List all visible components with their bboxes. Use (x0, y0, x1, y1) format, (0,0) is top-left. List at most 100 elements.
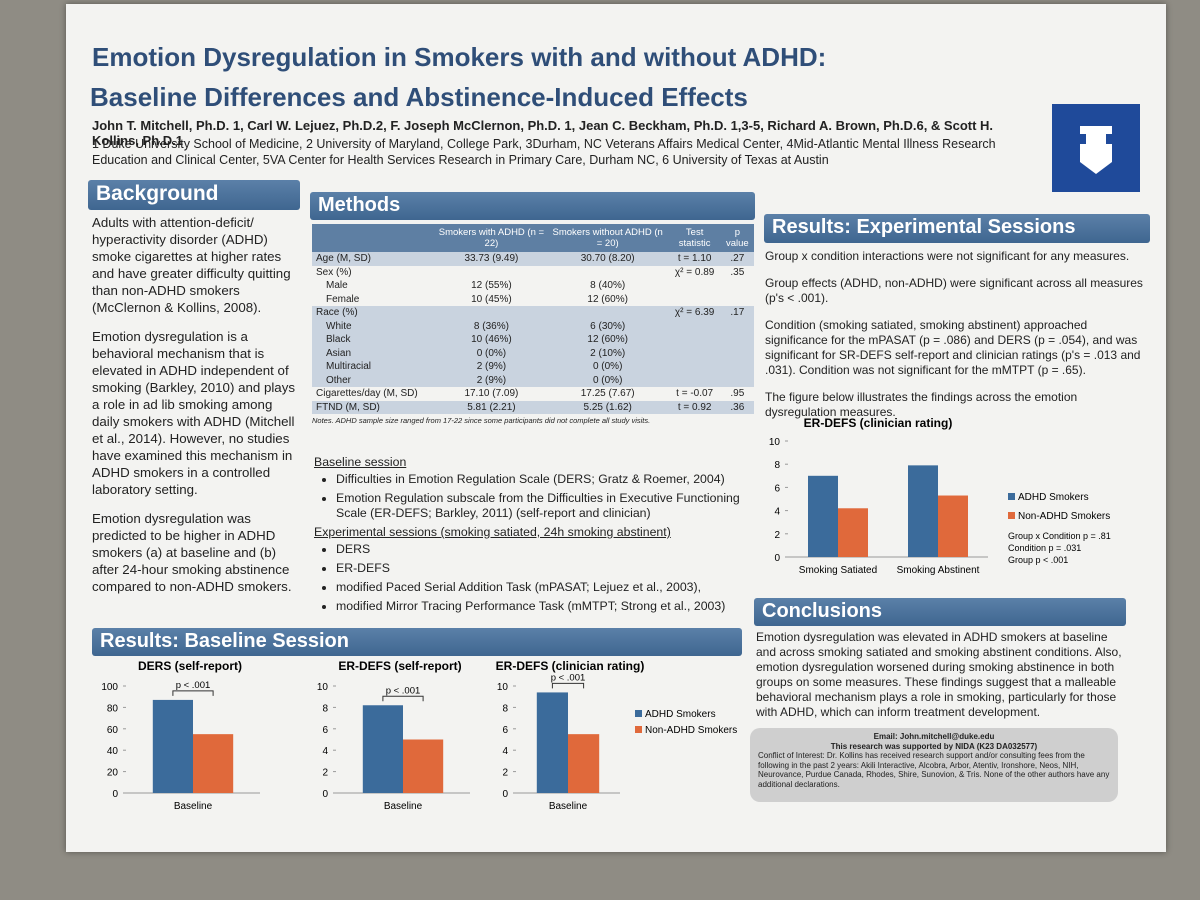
table-row: Multiracial 2 (9%) 0 (0%) (312, 360, 754, 374)
email: Email: John.mitchell@duke.edu (873, 732, 995, 741)
paragraph: Emotion dysregulation was predicted to b… (92, 511, 292, 594)
section-heading: Background (88, 180, 300, 210)
table-cell (720, 346, 754, 360)
table-cell (436, 306, 547, 320)
legend-swatch (635, 710, 642, 717)
chart-title: DERS (self-report) (138, 659, 242, 673)
table-cell: Race (%) (312, 306, 436, 320)
bar (568, 734, 600, 793)
table-header-cell: p value (720, 224, 754, 252)
table-row: Race (%) χ² = 6.39.17 (312, 306, 754, 320)
stat-note: Condition p = .031 (1008, 543, 1081, 553)
table-cell: .27 (720, 252, 754, 266)
section-heading: Methods (310, 192, 755, 220)
table-cell (721, 279, 754, 293)
bar (193, 734, 234, 793)
subheading: Experimental sessions (smoking satiated,… (314, 525, 671, 539)
table-notes: Notes. ADHD sample size ranged from 17-2… (312, 416, 651, 425)
table-cell: Other (312, 373, 436, 387)
table-cell: White (312, 319, 436, 333)
section-heading: Results: Experimental Sessions (764, 214, 1150, 243)
table-cell (669, 279, 721, 293)
table-row: Asian 0 (0%) 2 (10%) (312, 346, 754, 360)
table-cell: FTND (M, SD) (312, 400, 436, 414)
paragraph: Emotion dysregulation is a behavioral me… (92, 329, 295, 497)
y-tick-label: 2 (502, 768, 508, 779)
title-line: Baseline Differences and Abstinence-Indu… (90, 82, 748, 112)
chart: ER-DEFS (clinician rating) 0 2 4 6 8 10 Baselin… (496, 659, 738, 812)
table-cell: χ² = 0.89 (674, 266, 715, 278)
table-cell: Multiracial (312, 360, 436, 374)
bar (808, 475, 838, 557)
paragraph: Adults with attention-deficit/ hyperacti… (92, 215, 291, 315)
y-tick-label: 0 (774, 553, 780, 564)
bar (536, 692, 568, 793)
table-cell (436, 266, 547, 280)
chart: DERS (self-report) 0 20 40 60 80 100 Baseline p … (101, 659, 260, 812)
table-cell: Asian (312, 346, 436, 360)
background-text: Adults with attention-deficit/ hyperacti… (92, 214, 302, 607)
table-header-cell: Smokers with ADHD (n = 22) (436, 224, 547, 252)
y-tick-label: 6 (502, 725, 508, 736)
significance-bracket (382, 695, 424, 702)
table-cell: 30.70 (8.20) (546, 252, 669, 266)
y-tick-label: 60 (107, 725, 119, 736)
logo (1052, 104, 1140, 192)
table-cell: 2 (9%) (436, 360, 547, 374)
bullet-list: Difficulties in Emotion Regulation Scale… (314, 472, 754, 521)
bullet-item: modified Paced Serial Addition Task (mPA… (336, 580, 754, 595)
table-cell (668, 333, 721, 347)
methods-measures: Baseline session Difficulties in Emotion… (314, 455, 754, 618)
table-cell: 2 (10%) (546, 346, 669, 360)
paragraph: The figure below illustrates the finding… (765, 390, 1078, 419)
y-tick-label: 6 (322, 725, 328, 736)
table-cell: .36 (720, 400, 754, 414)
table-cell: 33.73 (9.49) (436, 252, 547, 266)
table-cell: .17 (720, 306, 754, 320)
table-row: Female 10 (45%) 12 (60%) (312, 293, 754, 307)
table-cell (721, 293, 754, 307)
conflict: Conflict of Interest: Dr. Kollins has re… (758, 751, 1110, 789)
table-cell (720, 360, 754, 374)
poster (66, 4, 1166, 852)
table-cell: Age (M, SD) (312, 252, 436, 266)
table-row: FTND (M, SD) 5.81 (2.21) 5.25 (1.62) t = 0.… (312, 400, 754, 414)
y-tick-label: 6 (774, 483, 780, 494)
demographics-table-wrap: Smokers with ADHD (n = 22) Smokers withou… (312, 224, 754, 425)
table-cell: 5.25 (1.62) (546, 400, 669, 414)
table-cell: 0 (0%) (546, 373, 669, 387)
legend-swatch (1008, 512, 1015, 519)
bullet-item: ER-DEFS (336, 561, 754, 576)
x-tick-label: Smoking Satiated (799, 565, 877, 576)
legend-label: ADHD Smokers (645, 709, 716, 720)
y-tick-label: 2 (774, 530, 780, 541)
y-tick-label: 8 (774, 460, 780, 471)
conclusions-text: Emotion dysregulation was elevated in AD… (756, 630, 1122, 719)
table-cell: t = -0.07 (676, 388, 714, 400)
y-tick-label: 0 (112, 789, 118, 800)
demographics-table: Smokers with ADHD (n = 22) Smokers withou… (312, 224, 754, 414)
bar (938, 495, 968, 557)
stat-note: Group p < .001 (1008, 555, 1068, 565)
table-cell: Male (326, 280, 348, 292)
bar (152, 699, 193, 793)
table-cell: 10 (45%) (471, 293, 512, 305)
table-cell: 12 (60%) (546, 333, 669, 347)
table-cell: χ² = 6.39 (668, 306, 721, 320)
table-cell (546, 306, 669, 320)
y-tick-label: 4 (322, 746, 328, 757)
x-tick-label: Baseline (384, 801, 423, 812)
x-tick-label: Baseline (174, 801, 213, 812)
bar (838, 508, 868, 557)
legend-label: Non-ADHD Smokers (1018, 511, 1110, 522)
bar (403, 739, 444, 793)
table-cell: 0 (0%) (436, 346, 547, 360)
table-cell: 10 (46%) (436, 333, 547, 347)
legend-label: ADHD Smokers (1018, 492, 1089, 503)
y-tick-label: 10 (497, 682, 509, 693)
table-cell: 17.10 (7.09) (464, 388, 519, 400)
table-cell: t = 1.10 (668, 252, 721, 266)
bar (362, 705, 403, 793)
y-tick-label: 4 (502, 746, 508, 757)
table-cell: 8 (40%) (590, 280, 626, 292)
